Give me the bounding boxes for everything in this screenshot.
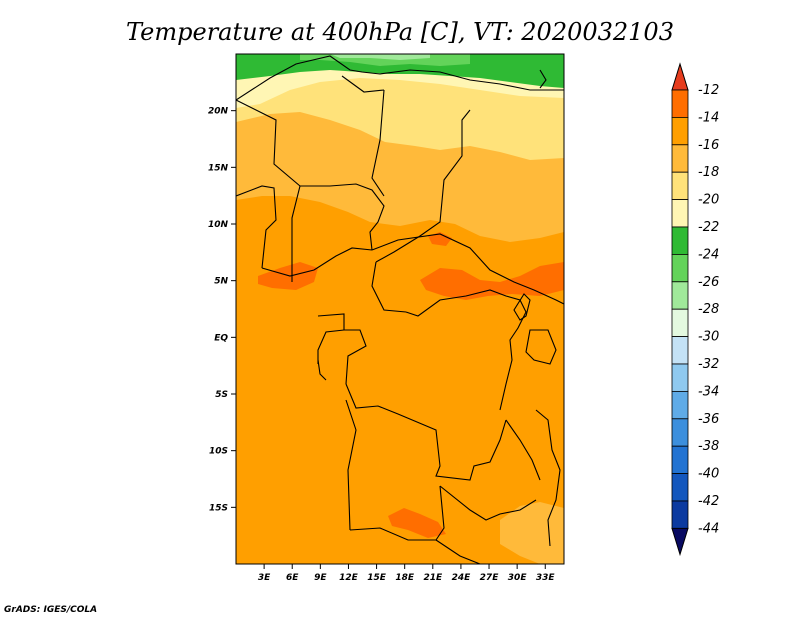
colorbar-label: -20 [698, 193, 719, 208]
colorbar-swatch [671, 336, 689, 365]
y-tick-label: 20N [208, 107, 229, 117]
field-warm-east [420, 262, 564, 300]
x-tick-label: 6E [286, 573, 299, 583]
colorbar-top-arrow [671, 62, 689, 91]
y-tick-label: EQ [214, 333, 228, 343]
colorbar: -12 -14 -16 -18 -20 -22 -24 -26 -28 -30 -32 -34 -36 -… [671, 62, 719, 557]
colorbar-bottom-arrow [671, 527, 689, 557]
colorbar-swatch [671, 308, 689, 338]
x-tick-label: 27E [480, 573, 500, 583]
x-tick-label: 21E [423, 573, 443, 583]
colorbar-swatch [671, 117, 689, 146]
colorbar-swatch [671, 253, 689, 283]
field-warm-center [428, 232, 452, 246]
x-tick-label: 24E [452, 573, 472, 583]
colorbar-swatch [671, 281, 689, 310]
colorbar-label: -24 [698, 247, 719, 262]
map-plot [236, 54, 564, 564]
colorbar-swatch [671, 89, 689, 118]
colorbar-label: -14 [698, 110, 719, 125]
colorbar-label: -32 [698, 357, 719, 372]
x-tick-label: 33E [536, 573, 556, 583]
colorbar-label: -40 [698, 467, 719, 482]
colorbar-swatch [671, 144, 689, 173]
chart-title: Temperature at 400hPa [C], VT: 202003210… [126, 18, 674, 46]
y-tick-label: 10N [208, 220, 229, 230]
colorbar-swatch [671, 418, 689, 447]
colorbar-swatch [671, 500, 689, 529]
colorbar-swatch [671, 390, 689, 420]
colorbar-label: -16 [698, 138, 719, 153]
colorbar-label: -28 [698, 302, 719, 317]
grads-credit: GrADS: IGES/COLA [4, 605, 97, 615]
y-tick-label: 5S [215, 390, 228, 400]
colorbar-label: -36 [698, 412, 719, 427]
colorbar-swatch [671, 445, 689, 475]
x-tick-label: 12E [339, 573, 359, 583]
country-borders [236, 55, 564, 564]
field-north-green-pale [330, 54, 430, 60]
x-tick-label: 15E [367, 573, 387, 583]
x-tick-label: 3E [258, 573, 271, 583]
x-tick-label: 18E [395, 573, 415, 583]
x-tick-label: 9E [314, 573, 327, 583]
y-axis: 20N 15N 10N 5N EQ 5S 10S 15S [208, 107, 236, 513]
colorbar-label: -38 [698, 439, 719, 454]
colorbar-swatch [671, 171, 689, 200]
colorbar-label: -22 [698, 220, 719, 235]
colorbar-swatch [671, 473, 689, 502]
map-frame [235, 53, 565, 565]
colorbar-label: -18 [698, 165, 719, 180]
colorbar-label: -30 [698, 330, 719, 345]
colorbar-swatch [671, 226, 689, 255]
colorbar-label: -42 [698, 494, 719, 509]
y-tick-label: 15S [209, 503, 228, 513]
colorbar-label: -26 [698, 275, 719, 290]
y-tick-label: 10S [209, 447, 228, 457]
x-tick-label: 30E [508, 573, 528, 583]
colorbar-label: -44 [698, 521, 719, 536]
x-axis: 3E 6E 9E 12E 15E 18E 21E 24E 27E 30E 33E [258, 564, 556, 583]
colorbar-swatch [671, 363, 689, 392]
field-cool-southeast [500, 502, 564, 564]
y-tick-label: 15N [208, 163, 229, 173]
colorbar-swatch [671, 199, 689, 228]
y-tick-label: 5N [214, 277, 228, 287]
colorbar-label: -12 [698, 83, 719, 98]
field-warm-south [388, 508, 446, 538]
colorbar-label: -34 [698, 384, 719, 399]
